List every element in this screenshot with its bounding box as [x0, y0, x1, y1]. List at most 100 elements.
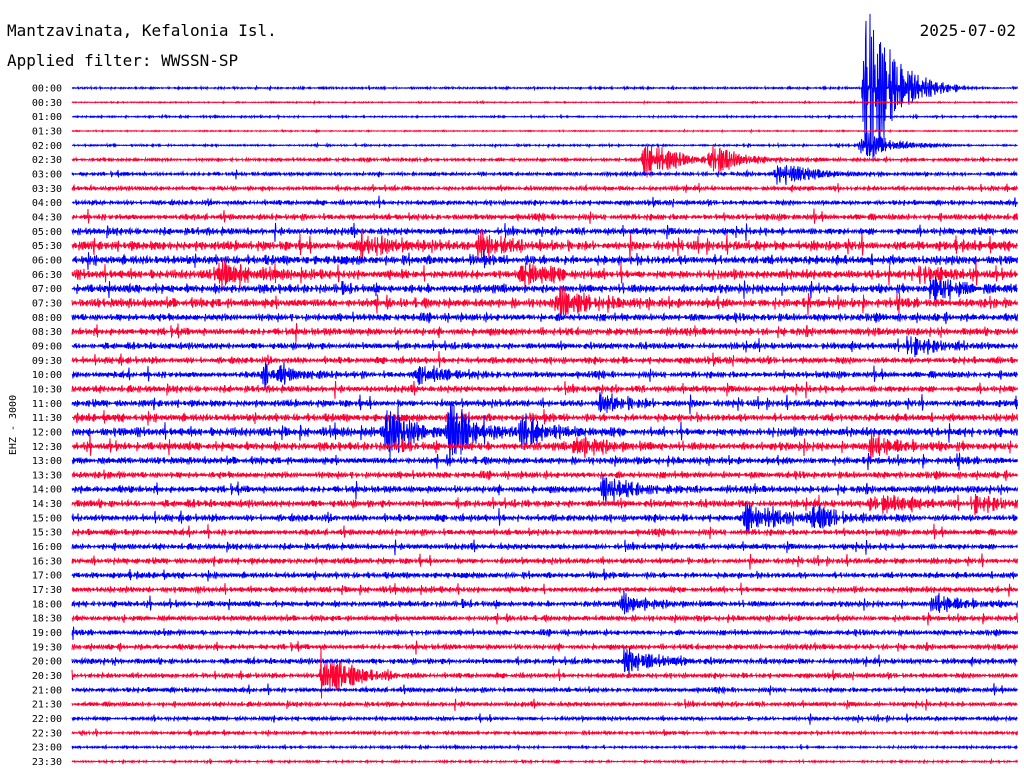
trace-line — [71, 433, 1018, 463]
trace-line — [71, 402, 1018, 467]
trace-line — [71, 493, 1018, 516]
trace-line — [71, 698, 1018, 712]
time-label: 15:00 — [32, 513, 62, 524]
time-label: 15:30 — [32, 528, 62, 539]
trace-line — [71, 568, 1018, 582]
time-label: 11:00 — [32, 399, 62, 410]
time-label: 09:30 — [32, 356, 62, 367]
time-label: 23:30 — [32, 757, 62, 768]
time-label: 16:00 — [32, 542, 62, 553]
trace-line — [71, 362, 1018, 390]
time-label: 02:00 — [32, 141, 62, 152]
time-label: 08:00 — [32, 313, 62, 324]
time-label: 00:00 — [32, 84, 62, 95]
trace-line — [71, 249, 1018, 270]
time-label: 01:30 — [32, 126, 62, 137]
trace-line — [71, 728, 1018, 737]
time-label: 21:30 — [32, 700, 62, 711]
time-label: 14:30 — [32, 499, 62, 510]
time-label: 06:30 — [32, 270, 62, 281]
trace-line — [71, 13, 1018, 161]
time-label: 00:30 — [32, 98, 62, 109]
time-label: 10:30 — [32, 384, 62, 395]
station-title: Mantzavinata, Kefalonia Isl. — [7, 21, 277, 40]
time-label: 21:00 — [32, 685, 62, 696]
trace-line — [71, 208, 1018, 224]
time-label: 01:00 — [32, 112, 62, 123]
time-label: 02:30 — [32, 155, 62, 166]
trace-line — [71, 260, 1018, 292]
trace-line — [71, 229, 1018, 261]
trace-line — [71, 452, 1018, 471]
trace-line — [71, 195, 1018, 209]
trace-line — [71, 409, 1018, 426]
time-label: 07:30 — [32, 298, 62, 309]
trace-line — [71, 743, 1018, 752]
trace-line — [71, 647, 1018, 678]
time-label: 13:00 — [32, 456, 62, 467]
trace-line — [71, 590, 1018, 615]
time-label: 22:30 — [32, 728, 62, 739]
time-label: 07:00 — [32, 284, 62, 295]
time-label: 19:30 — [32, 642, 62, 653]
time-label: 05:30 — [32, 241, 62, 252]
time-label: 17:00 — [32, 571, 62, 582]
trace-line — [71, 113, 1018, 120]
trace-line — [71, 380, 1018, 399]
time-label: 12:00 — [32, 427, 62, 438]
trace-line — [71, 392, 1018, 415]
time-label: 03:30 — [32, 184, 62, 195]
trace-line — [71, 182, 1018, 193]
trace-line — [71, 553, 1018, 570]
trace-line — [71, 144, 1018, 178]
trace-line — [71, 757, 1018, 765]
time-label: 06:00 — [32, 255, 62, 266]
time-label: 03:00 — [32, 169, 62, 180]
trace-line — [71, 128, 1018, 135]
trace-group — [71, 13, 1018, 765]
time-label: 12:30 — [32, 442, 62, 453]
trace-line — [71, 640, 1018, 655]
trace-line — [71, 523, 1018, 540]
time-label: 17:30 — [32, 585, 62, 596]
time-label: 19:00 — [32, 628, 62, 639]
filter-label: Applied filter: WWSSN-SP — [7, 51, 238, 70]
trace-line — [71, 311, 1018, 325]
time-label: 08:30 — [32, 327, 62, 338]
trace-line — [71, 322, 1018, 343]
time-label: 11:30 — [32, 413, 62, 424]
trace-line — [71, 646, 1018, 699]
time-label: 23:00 — [32, 743, 62, 754]
trace-line — [71, 99, 1018, 106]
trace-line — [71, 276, 1018, 304]
trace-line — [71, 222, 1018, 242]
time-label: 18:00 — [32, 599, 62, 610]
trace-line — [71, 502, 1018, 535]
trace-line — [71, 285, 1018, 317]
trace-line — [71, 683, 1018, 696]
time-label: 10:00 — [32, 370, 62, 381]
trace-line — [71, 469, 1018, 481]
time-label: 13:30 — [32, 470, 62, 481]
time-label-group: 00:00 00:30 01:00 01:30 02:00 02:30 03:00 03:30… — [32, 84, 62, 769]
time-label: 18:30 — [32, 614, 62, 625]
trace-line — [71, 351, 1018, 368]
trace-line — [71, 582, 1018, 597]
date-label: 2025-07-02 — [920, 21, 1016, 40]
trace-line — [71, 165, 1018, 186]
time-label: 09:00 — [32, 341, 62, 352]
time-label: 22:00 — [32, 714, 62, 725]
time-label: 20:30 — [32, 671, 62, 682]
time-label: 04:30 — [32, 212, 62, 223]
time-label: 05:00 — [32, 227, 62, 238]
trace-line — [71, 131, 1018, 157]
channel-label: EHZ - 3000 — [8, 395, 19, 455]
trace-line — [71, 335, 1018, 358]
trace-line — [71, 626, 1018, 641]
time-label: 14:00 — [32, 485, 62, 496]
trace-line — [71, 539, 1018, 556]
time-label: 16:30 — [32, 556, 62, 567]
trace-line — [71, 713, 1018, 725]
time-label: 04:00 — [32, 198, 62, 209]
